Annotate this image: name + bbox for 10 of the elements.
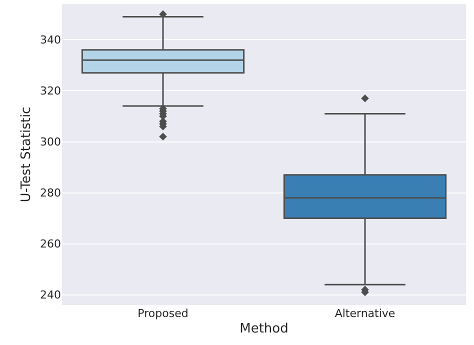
x-tick-label: Proposed — [138, 307, 188, 320]
y-axis-title: U-Test Statistic — [18, 106, 34, 202]
y-tick-label: 320 — [40, 84, 61, 98]
x-tick-label: Alternative — [334, 307, 396, 320]
x-axis-title: Method — [240, 322, 288, 337]
y-tick-label: 340 — [40, 34, 61, 47]
y-tick-label: 240 — [40, 288, 61, 302]
y-tick-label: 300 — [40, 136, 61, 149]
y-tick-label: 280 — [40, 186, 61, 200]
y-tick-label: 260 — [40, 238, 61, 251]
